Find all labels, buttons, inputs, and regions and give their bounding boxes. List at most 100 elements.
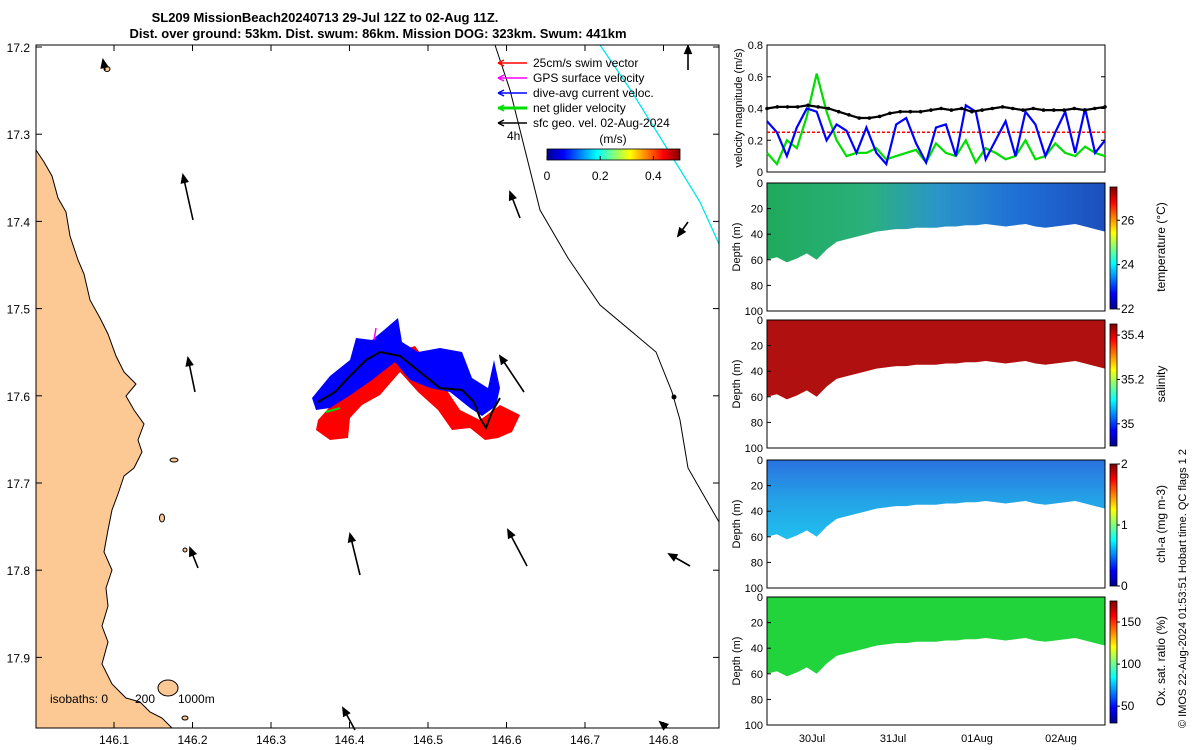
lon-tick-label: 146.1 — [99, 733, 129, 747]
velocity-point — [836, 109, 841, 114]
velocity-point — [775, 105, 780, 109]
velocity-point — [990, 106, 995, 111]
velocity-ytick-label: 0.6 — [748, 72, 763, 84]
profile-axes-frame — [766, 596, 1106, 726]
depth-tick-label: 60 — [751, 532, 763, 544]
sfc-arrow-head — [180, 172, 189, 184]
velocity-point — [795, 105, 800, 109]
profile-colorbar — [1109, 600, 1118, 724]
velocity-point — [959, 106, 964, 111]
map-colorbar-ticks: 0 0.2 0.4 — [544, 156, 662, 183]
lat-tick-label: 17.5 — [7, 303, 31, 317]
velocity-point — [857, 116, 861, 120]
legend-arrowhead — [497, 74, 505, 82]
depth-axis-label: Depth (m) — [731, 360, 743, 409]
profile-data-fill — [767, 183, 1105, 263]
lon-tick-label: 146.2 — [177, 733, 207, 747]
profile-colorbar-label: temperature (°C) — [1154, 202, 1168, 292]
velocity-point — [826, 106, 831, 111]
velocity-point — [1031, 106, 1036, 111]
sfc-arrow-head — [498, 354, 509, 366]
isobath-200-line — [494, 44, 720, 523]
lat-tick-label: 17.9 — [7, 651, 31, 665]
profile-colorbar-tick-label: 50 — [1121, 699, 1135, 713]
depth-tick-label: 20 — [751, 481, 763, 493]
depth-tick-label: 40 — [751, 229, 763, 241]
velocity-ytick-label: 0.2 — [748, 135, 763, 147]
island-6 — [182, 547, 188, 553]
depth-tick-label: 100 — [745, 720, 763, 732]
title-line1: SL209 MissionBeach20240713 29-Jul 12Z to… — [152, 10, 499, 25]
sfc-arrow-head — [100, 57, 109, 69]
velocity-series-line — [766, 73, 1106, 167]
velocity-point — [867, 116, 872, 120]
velocity-point — [816, 105, 821, 109]
depth-tick-label: 60 — [751, 255, 763, 267]
velocity-point — [1082, 108, 1087, 112]
isobath-1000-label: 1000m — [178, 692, 215, 706]
profile-colorbar — [1109, 186, 1118, 310]
lon-tick-label: 146.7 — [570, 733, 600, 747]
velocity-point — [1051, 108, 1056, 112]
profile-data-fill — [767, 460, 1105, 540]
depth-tick-label: 100 — [745, 306, 763, 318]
legend-label: net glider velocity — [533, 101, 626, 115]
legend-arrowhead — [497, 59, 505, 67]
profile-axes-frame — [766, 459, 1106, 589]
colorbar-tick-label: 0.4 — [645, 169, 662, 183]
velocity-point — [877, 114, 882, 119]
lon-tick-label: 146.6 — [491, 733, 521, 747]
velocity-point — [847, 113, 851, 117]
legend-label: sfc geo. vel. 02-Aug-2024 — [533, 116, 670, 130]
profile-data-fill — [767, 597, 1105, 677]
depth-tick-label: 20 — [751, 341, 763, 353]
legend-arrowhead — [497, 104, 505, 112]
longitude-ticks: 146.1 146.2 146.3 146.4 146.5 146.6 146.7 146.8 — [99, 45, 679, 747]
profile-data-fill — [767, 320, 1105, 400]
island-5 — [181, 715, 189, 721]
depth-tick-label: 40 — [751, 506, 763, 518]
velocity-ylabel: velocity magnitude (m/s) — [733, 48, 745, 167]
time-axis-ticks: 30Jul 31Jul 01Aug 02Aug — [799, 733, 1077, 745]
sfc-arrow-head — [667, 552, 679, 562]
sfc-arrow-head — [507, 528, 516, 540]
sfc-velocity-arrows — [100, 43, 693, 731]
legend-arrowhead — [497, 89, 505, 97]
profile-colorbar-label: salinity — [1154, 366, 1168, 403]
velocity-point — [1021, 108, 1025, 112]
sfc-arrow-head — [508, 190, 517, 202]
lon-tick-label: 146.4 — [334, 733, 364, 747]
sfc-arrow-head — [676, 226, 687, 238]
velocity-point — [806, 103, 810, 108]
velocity-point — [929, 108, 933, 112]
map-panel: 17.217.317.417.517.617.717.817.9 146.1 14… — [7, 41, 720, 747]
gps-velocity-vector — [373, 327, 377, 341]
depth-tick-label: 60 — [751, 392, 763, 404]
depth-tick-label: 20 — [751, 204, 763, 216]
profile-colorbar-tick-label: 22 — [1121, 302, 1135, 316]
depth-axis-label: Depth (m) — [731, 223, 743, 272]
profile-panel: 0 20 40 60 80 100 Depth (m) 0 1 2 chl-a (mg m-3) — [731, 455, 1168, 595]
lat-tick-label: 17.7 — [7, 477, 31, 491]
profile-colorbar-label: Ox. sat. ratio (%) — [1154, 616, 1168, 706]
velocity-point — [1000, 105, 1005, 109]
time-tick-label: 30Jul — [799, 733, 825, 745]
island-2 — [159, 513, 165, 523]
lat-tick-label: 17.3 — [7, 128, 31, 142]
velocity-lines — [765, 73, 1107, 167]
isobath-200-label: 200 — [135, 692, 155, 706]
legend-label: 25cm/s swim vector — [533, 56, 638, 70]
island-3 — [169, 457, 179, 463]
depth-tick-label: 100 — [745, 583, 763, 595]
profile-colorbar-tick-label: 26 — [1121, 213, 1135, 227]
velocity-point — [939, 106, 943, 111]
velocity-point — [1092, 106, 1097, 111]
velocity-point — [1041, 108, 1046, 112]
title-line2: Dist. over ground: 53km. Dist. swum: 86k… — [129, 26, 626, 41]
depth-axis-label: Depth (m) — [731, 637, 743, 686]
velocity-point — [888, 111, 892, 116]
velocity-point — [1103, 105, 1107, 109]
depth-tick-label: 40 — [751, 643, 763, 655]
